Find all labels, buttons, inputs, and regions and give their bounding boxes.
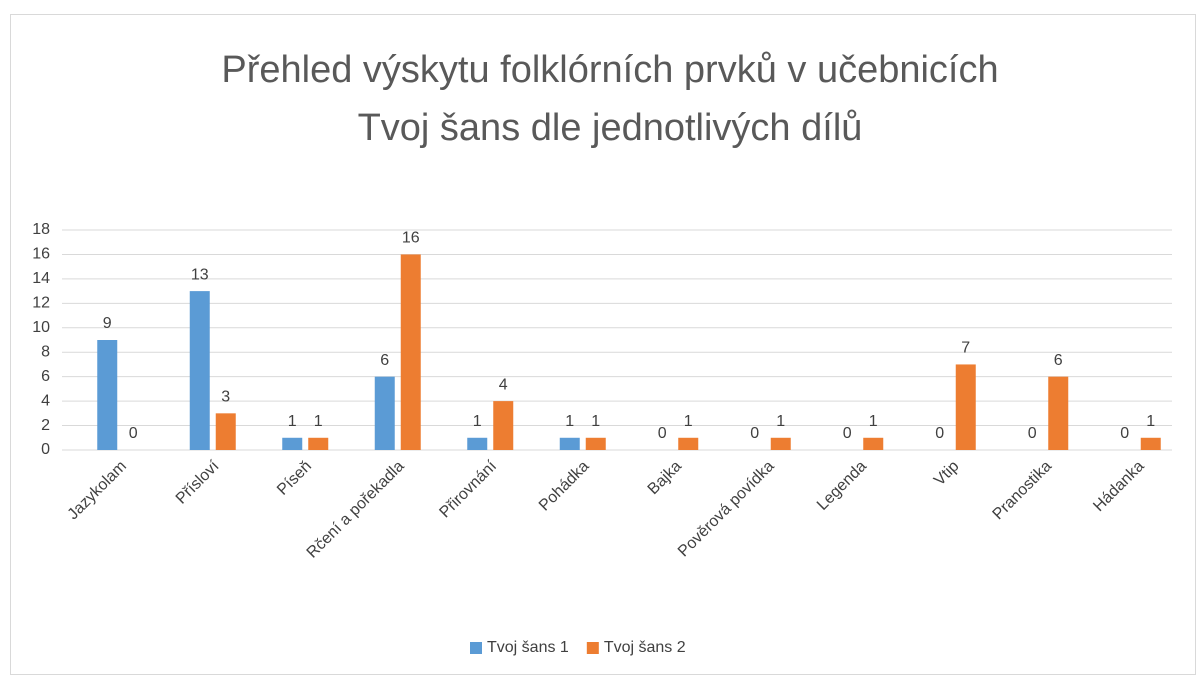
legend-label: Tvoj šans 2 (604, 639, 686, 656)
bar (282, 437, 303, 450)
data-label: 6 (1054, 352, 1063, 369)
data-label: 0 (1120, 425, 1129, 442)
bar (955, 364, 976, 450)
y-tick-label: 4 (41, 392, 50, 409)
y-tick-label: 14 (32, 270, 50, 287)
data-label: 3 (221, 389, 230, 406)
data-label: 4 (499, 376, 508, 393)
bar (400, 254, 421, 450)
data-label: 1 (473, 413, 482, 430)
bar (189, 291, 210, 450)
legend-swatch (470, 642, 482, 654)
data-label: 13 (191, 266, 209, 283)
data-label: 0 (843, 425, 852, 442)
y-tick-label: 6 (41, 368, 50, 385)
y-tick-label: 12 (32, 295, 50, 312)
y-tick-label: 16 (32, 246, 50, 263)
data-label: 1 (314, 413, 323, 430)
data-label: 16 (402, 230, 420, 247)
data-label: 6 (380, 352, 389, 369)
chart-title: Přehled výskytu folklórních prvků v učeb… (221, 49, 998, 91)
chart-title: Tvoj šans dle jednotlivých dílů (358, 107, 863, 149)
data-label: 9 (103, 315, 112, 332)
data-label: 1 (1146, 413, 1155, 430)
bar (467, 437, 488, 450)
bar (1140, 437, 1161, 450)
data-label: 0 (935, 425, 944, 442)
y-tick-label: 2 (41, 417, 50, 434)
data-label: 1 (776, 413, 785, 430)
data-label: 0 (129, 425, 138, 442)
data-label: 1 (869, 413, 878, 430)
legend-label: Tvoj šans 1 (487, 639, 569, 656)
legend-swatch (586, 642, 599, 654)
bar (770, 437, 791, 450)
y-tick-label: 10 (32, 319, 50, 336)
data-label: 0 (750, 425, 759, 442)
bar (559, 437, 580, 450)
y-tick-label: 18 (32, 221, 50, 238)
bar (97, 340, 118, 450)
data-label: 0 (1028, 425, 1037, 442)
data-label: 1 (288, 413, 297, 430)
bar (863, 437, 884, 450)
bar (374, 376, 395, 450)
bar (308, 437, 329, 450)
data-label: 7 (961, 340, 970, 357)
data-label: 1 (565, 413, 574, 430)
data-label: 0 (658, 425, 667, 442)
y-tick-label: 8 (41, 343, 50, 360)
y-tick-label: 0 (41, 441, 50, 458)
bar (493, 401, 514, 450)
data-label: 1 (684, 413, 693, 430)
bar (678, 437, 699, 450)
data-label: 1 (591, 413, 600, 430)
bar (585, 437, 606, 450)
bar (1048, 376, 1069, 450)
bar (215, 413, 236, 450)
